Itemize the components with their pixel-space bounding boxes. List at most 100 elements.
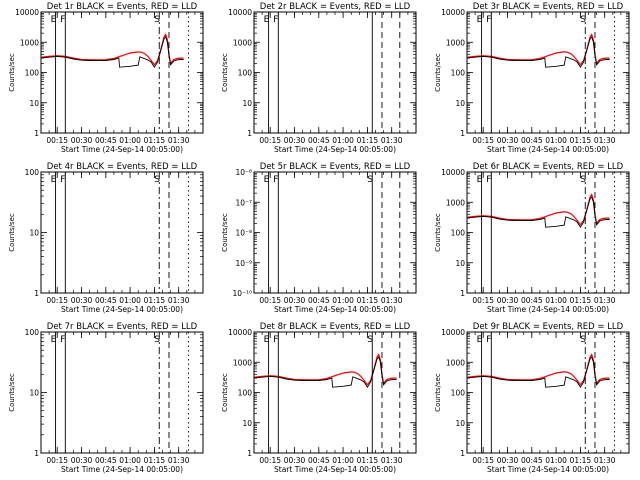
y-tick-label: 10⁻⁹ (235, 259, 252, 268)
detector-panel-det8: Det 8r BLACK = Events, RED = LLD 1 10 100 10… (221, 322, 417, 474)
y-tick-label: 10 (29, 389, 39, 398)
panel-title: Det 1r BLACK = Events, RED = LLD (47, 2, 198, 12)
y-axis-label: Counts/sec (221, 53, 229, 92)
series-line-lld (466, 353, 610, 386)
detector-panel-det7: Det 7r BLACK = Events, RED = LLD 1 10 100 Co… (8, 322, 204, 474)
x-tick-label: 00:30 (497, 136, 519, 145)
x-tick-label: 01:30 (168, 296, 190, 305)
x-tick-label: 00:30 (71, 296, 93, 305)
y-axis-label: Counts/sec (8, 53, 16, 92)
y-tick-label: 10 (29, 229, 39, 238)
marker-label: F (60, 15, 65, 25)
marker-label: E (51, 15, 57, 25)
y-tick-label: 100 (238, 69, 253, 78)
x-tick-label: 01:30 (381, 456, 403, 465)
y-axis-label: Counts/sec (8, 213, 16, 252)
y-tick-label: 10000 (15, 8, 39, 17)
x-tick-label: 00:45 (308, 136, 330, 145)
x-tick-label: 00:30 (284, 296, 306, 305)
x-tick-label: 00:15 (46, 136, 68, 145)
x-tick-label: 01:00 (119, 296, 141, 305)
marker-label: S (580, 335, 586, 345)
x-tick-label: 00:15 (259, 136, 281, 145)
x-tick-label: 01:30 (381, 296, 403, 305)
marker-label: F (60, 335, 65, 345)
marker-label: F (486, 175, 491, 185)
x-tick-label: 01:15 (357, 296, 379, 305)
y-tick-label: 1000 (446, 358, 465, 367)
marker-label: S (154, 15, 160, 25)
x-tick-label: 01:15 (144, 296, 166, 305)
y-tick-label: 1 (247, 449, 252, 458)
x-tick-label: 00:45 (521, 136, 543, 145)
y-tick-label: 1000 (20, 38, 39, 47)
x-tick-label: 01:00 (119, 456, 141, 465)
series-line-lld (466, 33, 610, 66)
y-tick-label: 1 (460, 449, 465, 458)
x-axis-label: Start Time (24-Sep-14 00:05:00) (274, 465, 396, 474)
y-tick-label: 100 (451, 229, 466, 238)
x-axis-label: Start Time (24-Sep-14 00:05:00) (61, 145, 183, 154)
x-tick-label: 00:30 (497, 456, 519, 465)
panel-title: Det 4r BLACK = Events, RED = LLD (47, 162, 198, 172)
y-tick-label: 10⁻⁸ (235, 229, 252, 238)
detector-panel-det2: Det 2r BLACK = Events, RED = LLD 1 10 100 10… (221, 2, 417, 154)
x-tick-label: 01:00 (332, 456, 354, 465)
y-tick-label: 1000 (233, 38, 252, 47)
x-tick-label: 01:15 (357, 136, 379, 145)
y-tick-label: 10 (455, 419, 465, 428)
x-tick-label: 00:15 (472, 296, 494, 305)
marker-label: F (60, 175, 65, 185)
x-tick-label: 00:15 (46, 456, 68, 465)
x-tick-label: 00:30 (497, 296, 519, 305)
x-tick-label: 01:00 (119, 136, 141, 145)
x-tick-label: 00:15 (259, 456, 281, 465)
x-axis-label: Start Time (24-Sep-14 00:05:00) (61, 465, 183, 474)
marker-label: E (264, 175, 270, 185)
series-line-events (466, 35, 610, 69)
x-tick-label: 01:15 (570, 456, 592, 465)
marker-label: S (580, 15, 586, 25)
series-line-lld (40, 33, 184, 66)
y-tick-label: 10⁻⁷ (235, 198, 252, 207)
y-tick-label: 10 (242, 419, 252, 428)
x-tick-label: 01:00 (332, 296, 354, 305)
x-tick-label: 01:30 (594, 136, 616, 145)
x-tick-label: 00:15 (472, 136, 494, 145)
y-tick-label: 1 (247, 129, 252, 138)
x-tick-label: 01:15 (570, 136, 592, 145)
y-tick-label: 10000 (441, 168, 465, 177)
x-axis-label: Start Time (24-Sep-14 00:05:00) (487, 145, 609, 154)
series-line-lld (466, 193, 610, 226)
y-tick-label: 1000 (446, 198, 465, 207)
series-line-events (253, 355, 397, 389)
y-tick-label: 10 (242, 99, 252, 108)
x-axis-label: Start Time (24-Sep-14 00:05:00) (274, 145, 396, 154)
series-line-events (40, 35, 184, 69)
x-tick-label: 01:00 (332, 136, 354, 145)
y-tick-label: 1 (34, 289, 39, 298)
x-tick-label: 00:45 (308, 456, 330, 465)
y-tick-label: 1 (34, 129, 39, 138)
series-line-lld (253, 353, 397, 386)
x-tick-label: 01:15 (357, 456, 379, 465)
detector-panel-det5: Det 5r BLACK = Events, RED = LLD 10⁻¹⁰ 10⁻… (221, 162, 417, 314)
x-tick-label: 00:45 (95, 456, 117, 465)
marker-label: S (154, 335, 160, 345)
x-tick-label: 01:30 (381, 136, 403, 145)
y-tick-label: 10000 (441, 8, 465, 17)
x-tick-label: 01:30 (168, 136, 190, 145)
x-tick-label: 00:45 (308, 296, 330, 305)
y-tick-label: 1 (460, 289, 465, 298)
x-tick-label: 00:45 (521, 456, 543, 465)
x-tick-label: 00:15 (472, 456, 494, 465)
marker-label: F (486, 15, 491, 25)
y-axis-label: Counts/sec (434, 373, 442, 412)
x-tick-label: 00:15 (46, 296, 68, 305)
y-tick-label: 100 (25, 168, 40, 177)
x-axis-label: Start Time (24-Sep-14 00:05:00) (61, 305, 183, 314)
marker-label: F (486, 335, 491, 345)
y-tick-label: 100 (451, 389, 466, 398)
y-tick-label: 10000 (228, 8, 252, 17)
y-tick-label: 1 (460, 129, 465, 138)
